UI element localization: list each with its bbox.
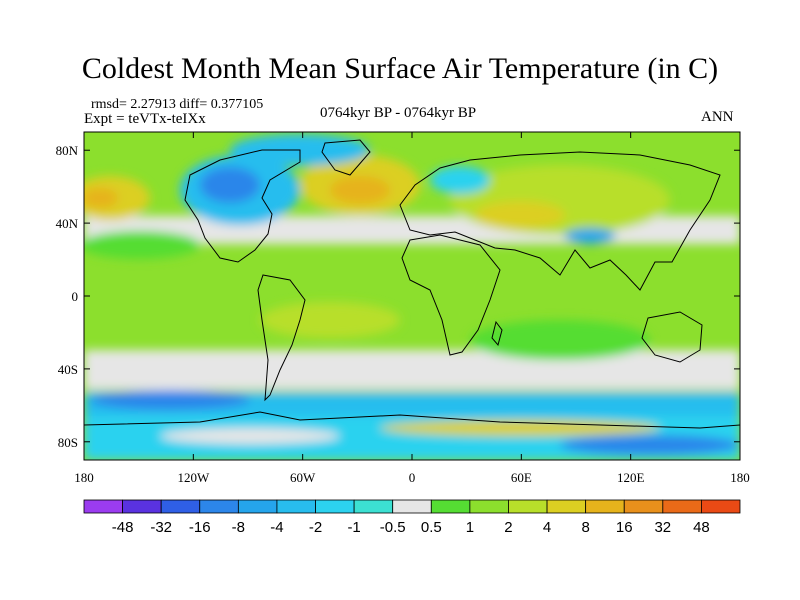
colorbar-swatch bbox=[623, 499, 664, 514]
colorbar-swatch bbox=[662, 499, 702, 514]
colorbar-label: -48 bbox=[112, 519, 134, 536]
colorbar-swatch bbox=[585, 499, 625, 514]
field-patch-antarctic-warm bbox=[380, 420, 660, 436]
chart-title: Coldest Month Mean Surface Air Temperatu… bbox=[81, 52, 719, 85]
colorbar-label: 32 bbox=[654, 519, 671, 536]
field-patch-namerica-cold bbox=[200, 167, 260, 203]
stats-label: rmsd= 2.27913 diff= 0.377105 bbox=[91, 97, 264, 112]
colorbar-label: -16 bbox=[189, 519, 211, 536]
colorbar-swatch bbox=[508, 499, 548, 514]
field-band-south-neutral bbox=[84, 350, 740, 390]
field-patch-natl-core bbox=[330, 176, 390, 204]
colorbar-swatch bbox=[276, 499, 316, 514]
x-tick-label: 180 bbox=[730, 470, 750, 485]
x-tick-label: 60E bbox=[511, 470, 532, 485]
x-tick-label: 120W bbox=[177, 470, 210, 485]
colorbar-label: 4 bbox=[543, 519, 551, 536]
colorbar-label: 48 bbox=[693, 519, 710, 536]
colorbar-label: -0.5 bbox=[380, 519, 406, 536]
coast-south-america bbox=[257, 274, 306, 402]
colorbar-swatch bbox=[546, 499, 587, 514]
field-patch-eurasia-core bbox=[475, 201, 565, 229]
colorbar-swatch bbox=[469, 499, 509, 514]
colorbar-swatch bbox=[237, 499, 278, 514]
colorbar-swatch bbox=[122, 499, 162, 514]
temperature-field bbox=[84, 132, 740, 460]
y-tick-label: 0 bbox=[72, 289, 79, 304]
colorbar-label: -32 bbox=[150, 519, 172, 536]
x-tick-label: 0 bbox=[409, 470, 416, 485]
colorbar-swatch bbox=[353, 499, 394, 514]
experiment-label: Expt = teVTx-teIXx bbox=[84, 111, 206, 127]
y-axis-labels: 80N 40N 0 40S 80S bbox=[56, 143, 79, 450]
colorbar-swatch bbox=[701, 499, 741, 514]
coast-madagascar bbox=[491, 320, 503, 347]
colorbar-label: 8 bbox=[581, 519, 589, 536]
x-tick-label: 120E bbox=[617, 470, 645, 485]
y-tick-label: 40N bbox=[56, 216, 79, 231]
field-patch-io-green bbox=[470, 320, 650, 360]
y-tick-label: 80S bbox=[58, 435, 78, 450]
coastlines bbox=[84, 139, 740, 429]
field-patch-so-cold bbox=[90, 390, 250, 410]
field-patch-nepac-core bbox=[84, 188, 118, 208]
colorbar-swatch bbox=[430, 499, 471, 514]
colorbar-label: 1 bbox=[466, 519, 474, 536]
coast-australia bbox=[641, 311, 703, 363]
colorbar-swatch bbox=[83, 499, 123, 514]
colorbar-label: -2 bbox=[309, 519, 322, 536]
colorbar-swatch bbox=[392, 499, 432, 514]
colorbar-label: -8 bbox=[232, 519, 245, 536]
colorbar-swatch bbox=[199, 499, 239, 514]
field-patch-asia-cool bbox=[564, 228, 616, 244]
field-patch-antarctic-neutral bbox=[160, 428, 340, 444]
x-tick-label: 180 bbox=[74, 470, 94, 485]
period-label: 0764kyr BP - 0764kyr BP bbox=[320, 105, 477, 121]
axis-ticks bbox=[83, 132, 741, 460]
x-tick-label: 60W bbox=[290, 470, 316, 485]
colorbar-label: -1 bbox=[347, 519, 360, 536]
coast-africa bbox=[401, 234, 501, 356]
colorbar-label: 0.5 bbox=[421, 519, 442, 536]
y-tick-label: 80N bbox=[56, 143, 79, 158]
colorbar-label: 2 bbox=[504, 519, 512, 536]
colorbar-labels: -48 -32 -16 -8 -4 -2 -1 -0.5 0.5 1 2 4 8 16 32 48 bbox=[112, 519, 710, 536]
y-tick-label: 40S bbox=[58, 362, 78, 377]
colorbar-label: -4 bbox=[270, 519, 283, 536]
coast-north-america bbox=[184, 149, 301, 263]
colorbar-swatch bbox=[160, 499, 201, 514]
field-patch-npac-green bbox=[84, 231, 200, 259]
field-patch-antarctic-cold bbox=[560, 435, 740, 455]
coast-eurasia bbox=[399, 151, 721, 291]
coast-greenland bbox=[321, 139, 371, 176]
colorbar bbox=[83, 499, 741, 514]
coast-antarctica bbox=[84, 411, 740, 429]
season-label: ANN bbox=[701, 109, 734, 125]
field-patch-scand-cool bbox=[430, 166, 490, 194]
colorbar-swatch bbox=[315, 499, 355, 514]
x-axis-labels: 180 120W 60W 0 60E 120E 180 bbox=[74, 470, 750, 485]
field-patch-satl-yellow bbox=[260, 302, 400, 338]
colorbar-label: 16 bbox=[616, 519, 633, 536]
